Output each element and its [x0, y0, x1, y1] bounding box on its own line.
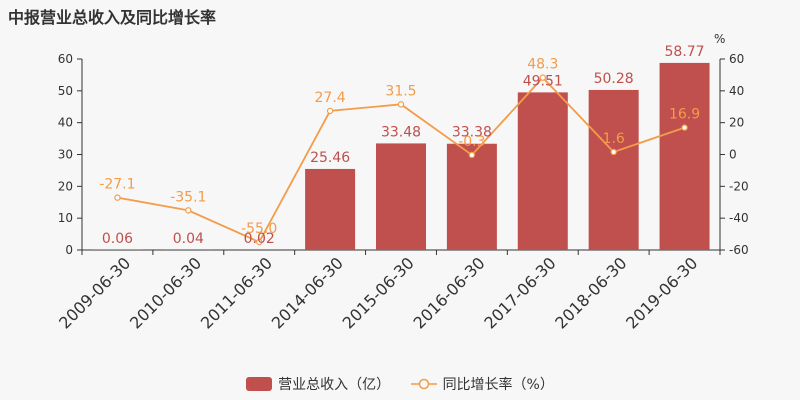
revenue-data-label: 33.38 — [452, 125, 492, 141]
x-category-label: 2017-06-30 — [480, 253, 559, 332]
growth-data-label: -27.1 — [99, 177, 135, 193]
y-left-tick-label: 10 — [58, 211, 73, 225]
x-category-label: 2015-06-30 — [339, 253, 418, 332]
legend-label-growth: 同比增长率（%） — [442, 377, 554, 393]
revenue-bar — [305, 168, 356, 250]
y-right-tick-label: 40 — [729, 84, 744, 98]
revenue-data-label: 58.77 — [665, 44, 705, 60]
x-category-label: 2018-06-30 — [551, 253, 630, 332]
y-left-tick-label: 0 — [65, 243, 73, 257]
revenue-data-label: 50.28 — [594, 71, 634, 87]
x-category-label: 2019-06-30 — [622, 253, 701, 332]
legend: 营业总收入（亿） 同比增长率（%） — [0, 374, 800, 395]
y-right-tick-label: -20 — [729, 179, 749, 193]
growth-data-label: 27.4 — [315, 90, 346, 106]
x-category-label: 2014-06-30 — [268, 253, 347, 332]
revenue-data-label: 25.46 — [310, 150, 350, 166]
growth-point — [185, 207, 192, 214]
growth-point — [539, 74, 546, 81]
growth-data-label: 48.3 — [527, 57, 558, 73]
y-right-tick-label: -40 — [729, 211, 749, 225]
growth-point — [397, 101, 405, 108]
y-left-tick-label: 30 — [58, 148, 73, 162]
y-left-tick-label: 40 — [58, 116, 73, 130]
revenue-data-label: 0.04 — [173, 231, 204, 247]
revenue-bar — [517, 92, 568, 251]
revenue-bar — [376, 143, 426, 250]
y-right-unit: % — [714, 32, 725, 46]
y-left-tick-label: 60 — [58, 52, 73, 66]
growth-point — [610, 148, 617, 156]
growth-data-label: 31.5 — [385, 83, 416, 99]
y-right-tick-label: 60 — [729, 52, 744, 66]
legend-label-revenue: 营业总收入（亿） — [278, 377, 391, 393]
revenue-data-label: 33.48 — [381, 124, 421, 140]
x-category-label: 2010-06-30 — [126, 253, 205, 332]
x-category-label: 2011-06-30 — [197, 253, 276, 332]
growth-point — [326, 107, 334, 115]
growth-data-label: 1.6 — [603, 131, 625, 147]
legend-item-revenue[interactable]: 营业总收入（亿） — [246, 374, 390, 394]
revenue-bar — [446, 143, 497, 250]
growth-point — [468, 151, 476, 159]
revenue-data-label: 49.51 — [523, 73, 563, 89]
growth-data-label: -55.0 — [241, 221, 277, 237]
x-category-label: 2016-06-30 — [410, 253, 489, 332]
legend-line-swatch — [410, 378, 437, 390]
revenue-bar — [588, 89, 639, 250]
growth-point — [256, 238, 263, 246]
chart-title: 中报营业总收入及同比增长率 — [8, 8, 217, 27]
y-right-tick-label: 0 — [729, 148, 737, 162]
revenue-data-label: 0.06 — [102, 231, 133, 247]
x-category-label: 2009-06-30 — [55, 253, 134, 332]
legend-bar-swatch — [246, 377, 273, 391]
y-right-tick-label: 20 — [729, 116, 744, 130]
y-right-tick-label: -60 — [729, 243, 749, 257]
growth-data-label: -0.3 — [458, 134, 485, 150]
growth-data-label: -35.1 — [170, 189, 206, 205]
growth-point — [681, 124, 688, 131]
y-left-tick-label: 20 — [58, 179, 73, 193]
revenue-data-label: 0.02 — [244, 231, 275, 247]
legend-item-growth[interactable]: 同比增长率（%） — [410, 374, 554, 394]
growth-point — [114, 194, 121, 201]
revenue-bar — [659, 62, 710, 251]
growth-data-label: 16.9 — [669, 107, 700, 123]
y-left-tick-label: 50 — [58, 84, 73, 98]
